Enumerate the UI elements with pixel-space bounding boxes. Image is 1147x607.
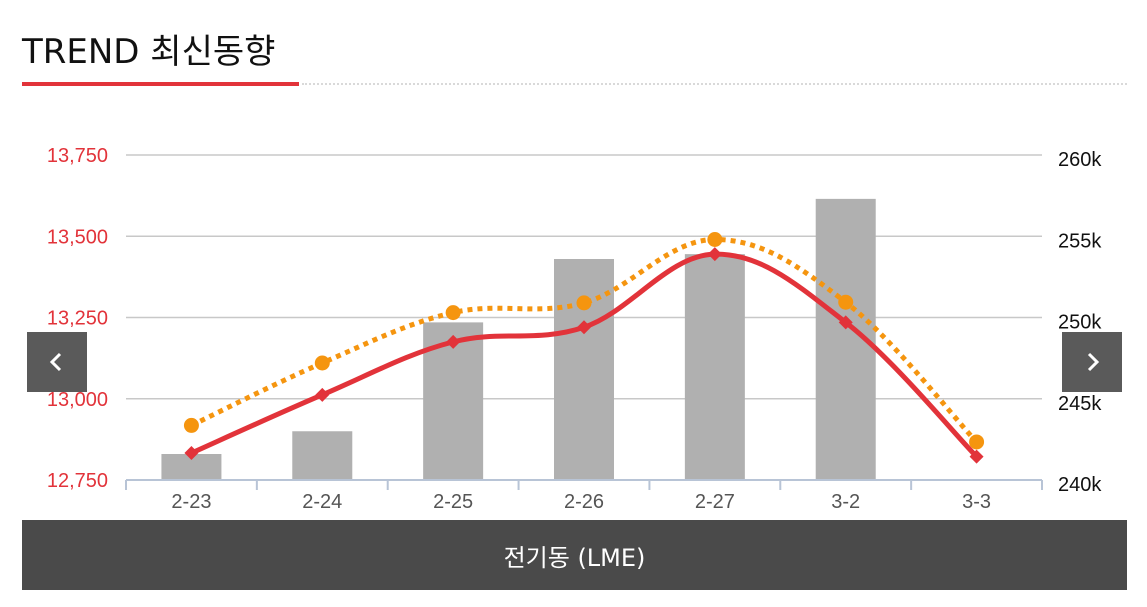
chevron-left-icon [49, 352, 62, 372]
dotted-series-point [707, 232, 723, 247]
x-axis-tick-label: 2-25 [433, 491, 473, 513]
solid-series-point [707, 247, 722, 262]
commodity-tab[interactable]: 전기동 (LME) [22, 520, 1127, 590]
solid-series-point [838, 315, 853, 330]
right-axis-tick-label: 240k [1058, 474, 1102, 496]
title-underline [22, 82, 299, 86]
bar-series [161, 198, 876, 480]
section-header: TREND 최신동향 [22, 24, 1127, 86]
x-axis-tick-label: 3-2 [831, 491, 860, 513]
left-axis-tick-label: 12,750 [47, 470, 108, 492]
x-axis-tick-label: 2-26 [564, 491, 604, 513]
dotted-series-point [314, 355, 330, 371]
x-axis-tick-label: 2-24 [302, 491, 342, 513]
right-axis-tick-label: 245k [1058, 393, 1102, 415]
axes [125, 479, 1043, 490]
prev-button[interactable] [27, 332, 87, 392]
chevron-right-icon [1087, 352, 1100, 372]
right-axis-tick-label: 260k [1058, 149, 1102, 171]
left-axis-tick-label: 13,500 [47, 226, 108, 248]
solid-series-point [184, 446, 199, 461]
dotted-series-point [576, 295, 592, 311]
left-axis-tick-label: 13,750 [47, 145, 108, 167]
x-axis-tick-label: 2-27 [695, 491, 735, 513]
x-axis-tick-label: 2-23 [171, 491, 211, 513]
left-axis-tick-label: 13,250 [47, 308, 108, 330]
trend-chart: 12,750 13,000 13,250 13,500 13,750 240k 245k 25… [47, 145, 1103, 513]
bar [292, 431, 353, 480]
line-series [183, 232, 985, 464]
header-divider [302, 83, 1127, 85]
commodity-label: 전기동 (LME) [503, 543, 646, 572]
right-axis-tick-label: 250k [1058, 312, 1102, 334]
page-title: TREND 최신동향 [22, 32, 276, 72]
dotted-series-point [183, 417, 199, 433]
dotted-series-point [445, 305, 461, 321]
solid-series-point [577, 320, 591, 335]
dotted-series-point [969, 434, 985, 450]
tick-labels: 12,750 13,000 13,250 13,500 13,750 240k 245k 25… [47, 145, 1103, 513]
next-button[interactable] [1062, 332, 1122, 392]
solid-series-point [969, 449, 984, 464]
dotted-series-point [838, 294, 854, 310]
x-axis-tick-label: 3-3 [962, 491, 991, 513]
left-axis-tick-label: 13,000 [47, 389, 108, 411]
right-axis-tick-label: 255k [1058, 230, 1102, 252]
solid-series-point [446, 334, 461, 349]
solid-series-point [315, 387, 330, 402]
bar [684, 254, 745, 480]
